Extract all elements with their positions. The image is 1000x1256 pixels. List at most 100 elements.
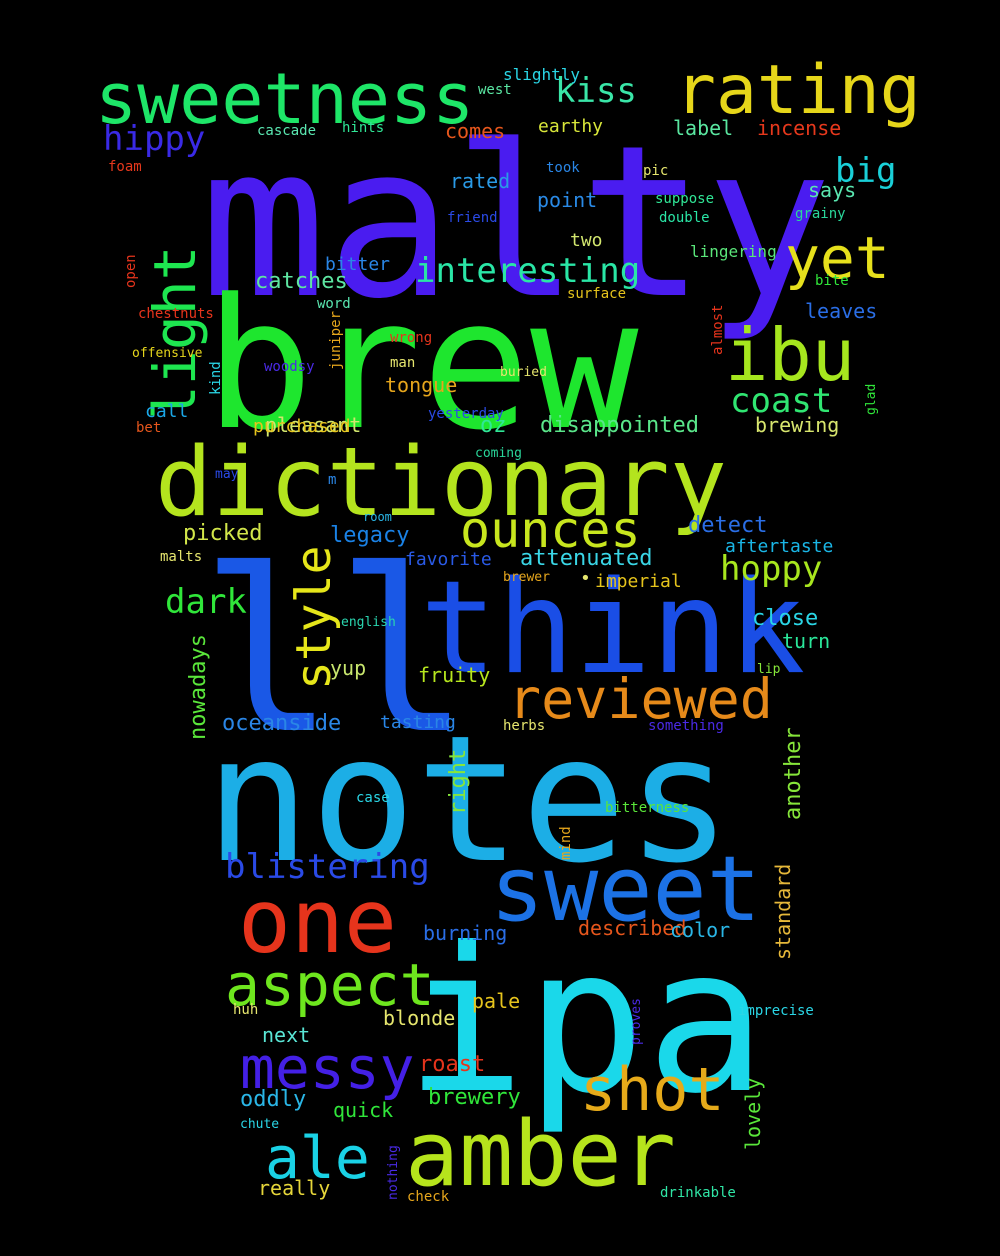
cloud-word: nothing [386, 1145, 401, 1200]
cloud-word: shot [580, 1055, 725, 1125]
cloud-word: open [123, 254, 139, 288]
cloud-word: rating [675, 51, 921, 130]
cloud-word: tasting [380, 712, 456, 733]
cloud-word: one [238, 870, 397, 973]
cloud-word: imprecise [738, 1003, 814, 1019]
cloud-word: two [570, 230, 603, 251]
cloud-word: tongue [385, 373, 457, 397]
cloud-word: says [808, 178, 856, 202]
cloud-word: label [673, 116, 733, 140]
cloud-word: really [258, 1176, 330, 1200]
cloud-word: west [478, 82, 512, 98]
cloud-word: reviewed [508, 667, 773, 731]
cloud-word: chute [240, 1117, 279, 1132]
cloud-word: light [141, 245, 209, 420]
cloud-word: glad [864, 384, 879, 415]
cloud-word: sweetness [95, 58, 474, 140]
cloud-word: proves [629, 998, 644, 1045]
cloud-word: incense [757, 116, 841, 140]
cloud-word: offensive [132, 346, 203, 361]
cloud-word: next [262, 1023, 310, 1047]
cloud-word: coming [475, 446, 522, 461]
cloud-word: blonde [383, 1006, 455, 1030]
cloud-word: point [537, 188, 597, 212]
cloud-word: slightly [503, 65, 580, 84]
cloud-word: detect [688, 513, 767, 538]
cloud-word: described [578, 916, 686, 940]
cloud-word: kind [208, 361, 224, 395]
cloud-word: suppose [655, 191, 714, 207]
cloud-word: grainy [795, 206, 846, 222]
cloud-word: dictionary [155, 428, 727, 538]
cloud-word: color [670, 918, 730, 942]
cloud-word: friend [447, 210, 498, 226]
cloud-word: hoppy [720, 549, 822, 589]
cloud-word: sweet [490, 837, 761, 942]
cloud-word: notes [205, 699, 732, 902]
cloud-word: pale [472, 989, 520, 1013]
cloud-word: oddly [240, 1087, 306, 1112]
cloud-word: turn [782, 629, 830, 653]
cloud-word: ipa [405, 905, 766, 1138]
cloud-word: burning [423, 921, 507, 945]
cloud-word: standard [771, 864, 795, 960]
cloud-word: lip [757, 662, 781, 677]
cloud-word: brewing [755, 413, 839, 437]
cloud-word: earthy [538, 116, 603, 137]
cloud-word: interesting [415, 251, 640, 291]
cloud-word: quick [333, 1098, 393, 1122]
cloud-word: juniper [328, 311, 344, 370]
cloud-word: yesterday [428, 406, 504, 422]
cloud-word: close [752, 606, 818, 631]
cloud-word: nowadays [186, 634, 211, 740]
cloud-word: wrong [390, 330, 432, 346]
cloud-word: ale [265, 1124, 370, 1192]
cloud-word: double [659, 210, 710, 226]
cloud-word: disappointed [540, 413, 699, 438]
cloud-word: woodsy [264, 359, 315, 375]
cloud-word: brew [205, 261, 639, 470]
cloud-word: bet [136, 420, 161, 436]
cloud-word: roast [419, 1052, 485, 1077]
cloud-word: mind [558, 826, 574, 860]
cloud-word: bitterness [605, 800, 689, 816]
cloud-word: surface [567, 286, 626, 302]
cloud-word: • [580, 568, 591, 589]
cloud-word: think [420, 554, 805, 703]
cloud-word: call [145, 401, 188, 422]
cloud-word: almost [710, 304, 726, 355]
cloud-word: oceanside [222, 711, 341, 736]
cloud-word: malts [160, 549, 202, 565]
cloud-word: room [363, 510, 392, 524]
cloud-word: picked [183, 521, 262, 546]
cloud-word: bitter [325, 254, 390, 275]
cloud-word: kiss [555, 71, 637, 111]
cloud-word: attenuated [520, 546, 652, 571]
cloud-word: oz [480, 413, 507, 438]
cloud-words: maltybrewnotesipalldictionarythinkambers… [95, 51, 921, 1207]
cloud-word: fruity [418, 663, 490, 687]
cloud-word: another [781, 727, 806, 820]
cloud-word: lingering [690, 242, 777, 261]
cloud-word: ll [200, 522, 471, 784]
cloud-word: buried [500, 365, 547, 380]
cloud-word: messy [240, 1034, 415, 1102]
cloud-word: ounces [460, 501, 641, 559]
cloud-word: yup [330, 656, 366, 680]
cloud-word: check [407, 1189, 450, 1205]
cloud-word: malty [200, 100, 832, 345]
cloud-word: yet [785, 224, 890, 292]
cloud-word: rated [450, 169, 510, 193]
cloud-word: blistering [225, 847, 430, 887]
cloud-word: hippy [103, 119, 205, 159]
cloud-word: bite [815, 273, 849, 289]
cloud-word: man [390, 355, 415, 371]
cloud-word: aspect [225, 951, 435, 1019]
cloud-word: something [648, 718, 724, 734]
cloud-word: foam [108, 159, 142, 175]
cloud-word: amber [405, 1102, 676, 1207]
cloud-word: comes [445, 119, 505, 143]
cloud-word: brewer [503, 570, 550, 585]
cloud-word: big [835, 151, 896, 191]
